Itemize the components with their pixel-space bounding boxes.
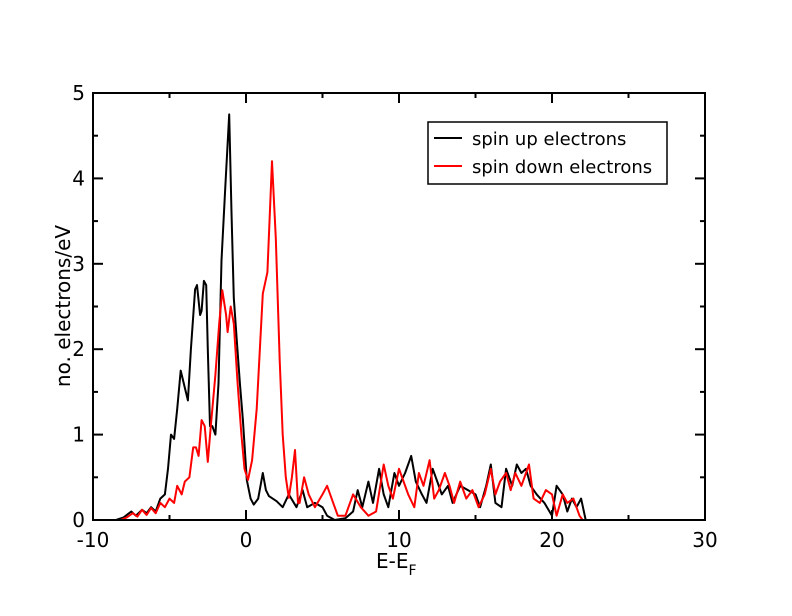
series-line-spin-down: [120, 160, 584, 521]
y-tick-label: 2: [72, 337, 85, 361]
y-tick-label: 4: [72, 166, 85, 190]
y-tick-label: 1: [72, 423, 85, 447]
y-axis-label: no. electrons/eV: [51, 225, 75, 387]
x-tick-label: 10: [386, 528, 411, 552]
y-tick-label: 3: [72, 252, 85, 276]
y-tick-label: 0: [72, 508, 85, 532]
series-layer: [115, 113, 587, 521]
y-tick-label: 5: [72, 81, 85, 105]
x-tick-label: -10: [77, 528, 110, 552]
x-tick-label: 30: [692, 528, 717, 552]
legend-box: [427, 121, 668, 185]
x-axis-label: E-EF: [376, 549, 417, 579]
x-tick-label: 20: [539, 528, 564, 552]
legend-label-spin-down: spin down electrons: [472, 157, 652, 178]
x-tick-label: 0: [240, 528, 253, 552]
x-axis-label-subscript: F: [409, 563, 417, 579]
x-axis-label-main: E-E: [376, 549, 409, 573]
legend: spin up electrons spin down electrons: [427, 121, 668, 185]
series-line-spin-up: [115, 113, 587, 521]
legend-label-spin-up: spin up electrons: [472, 129, 626, 150]
